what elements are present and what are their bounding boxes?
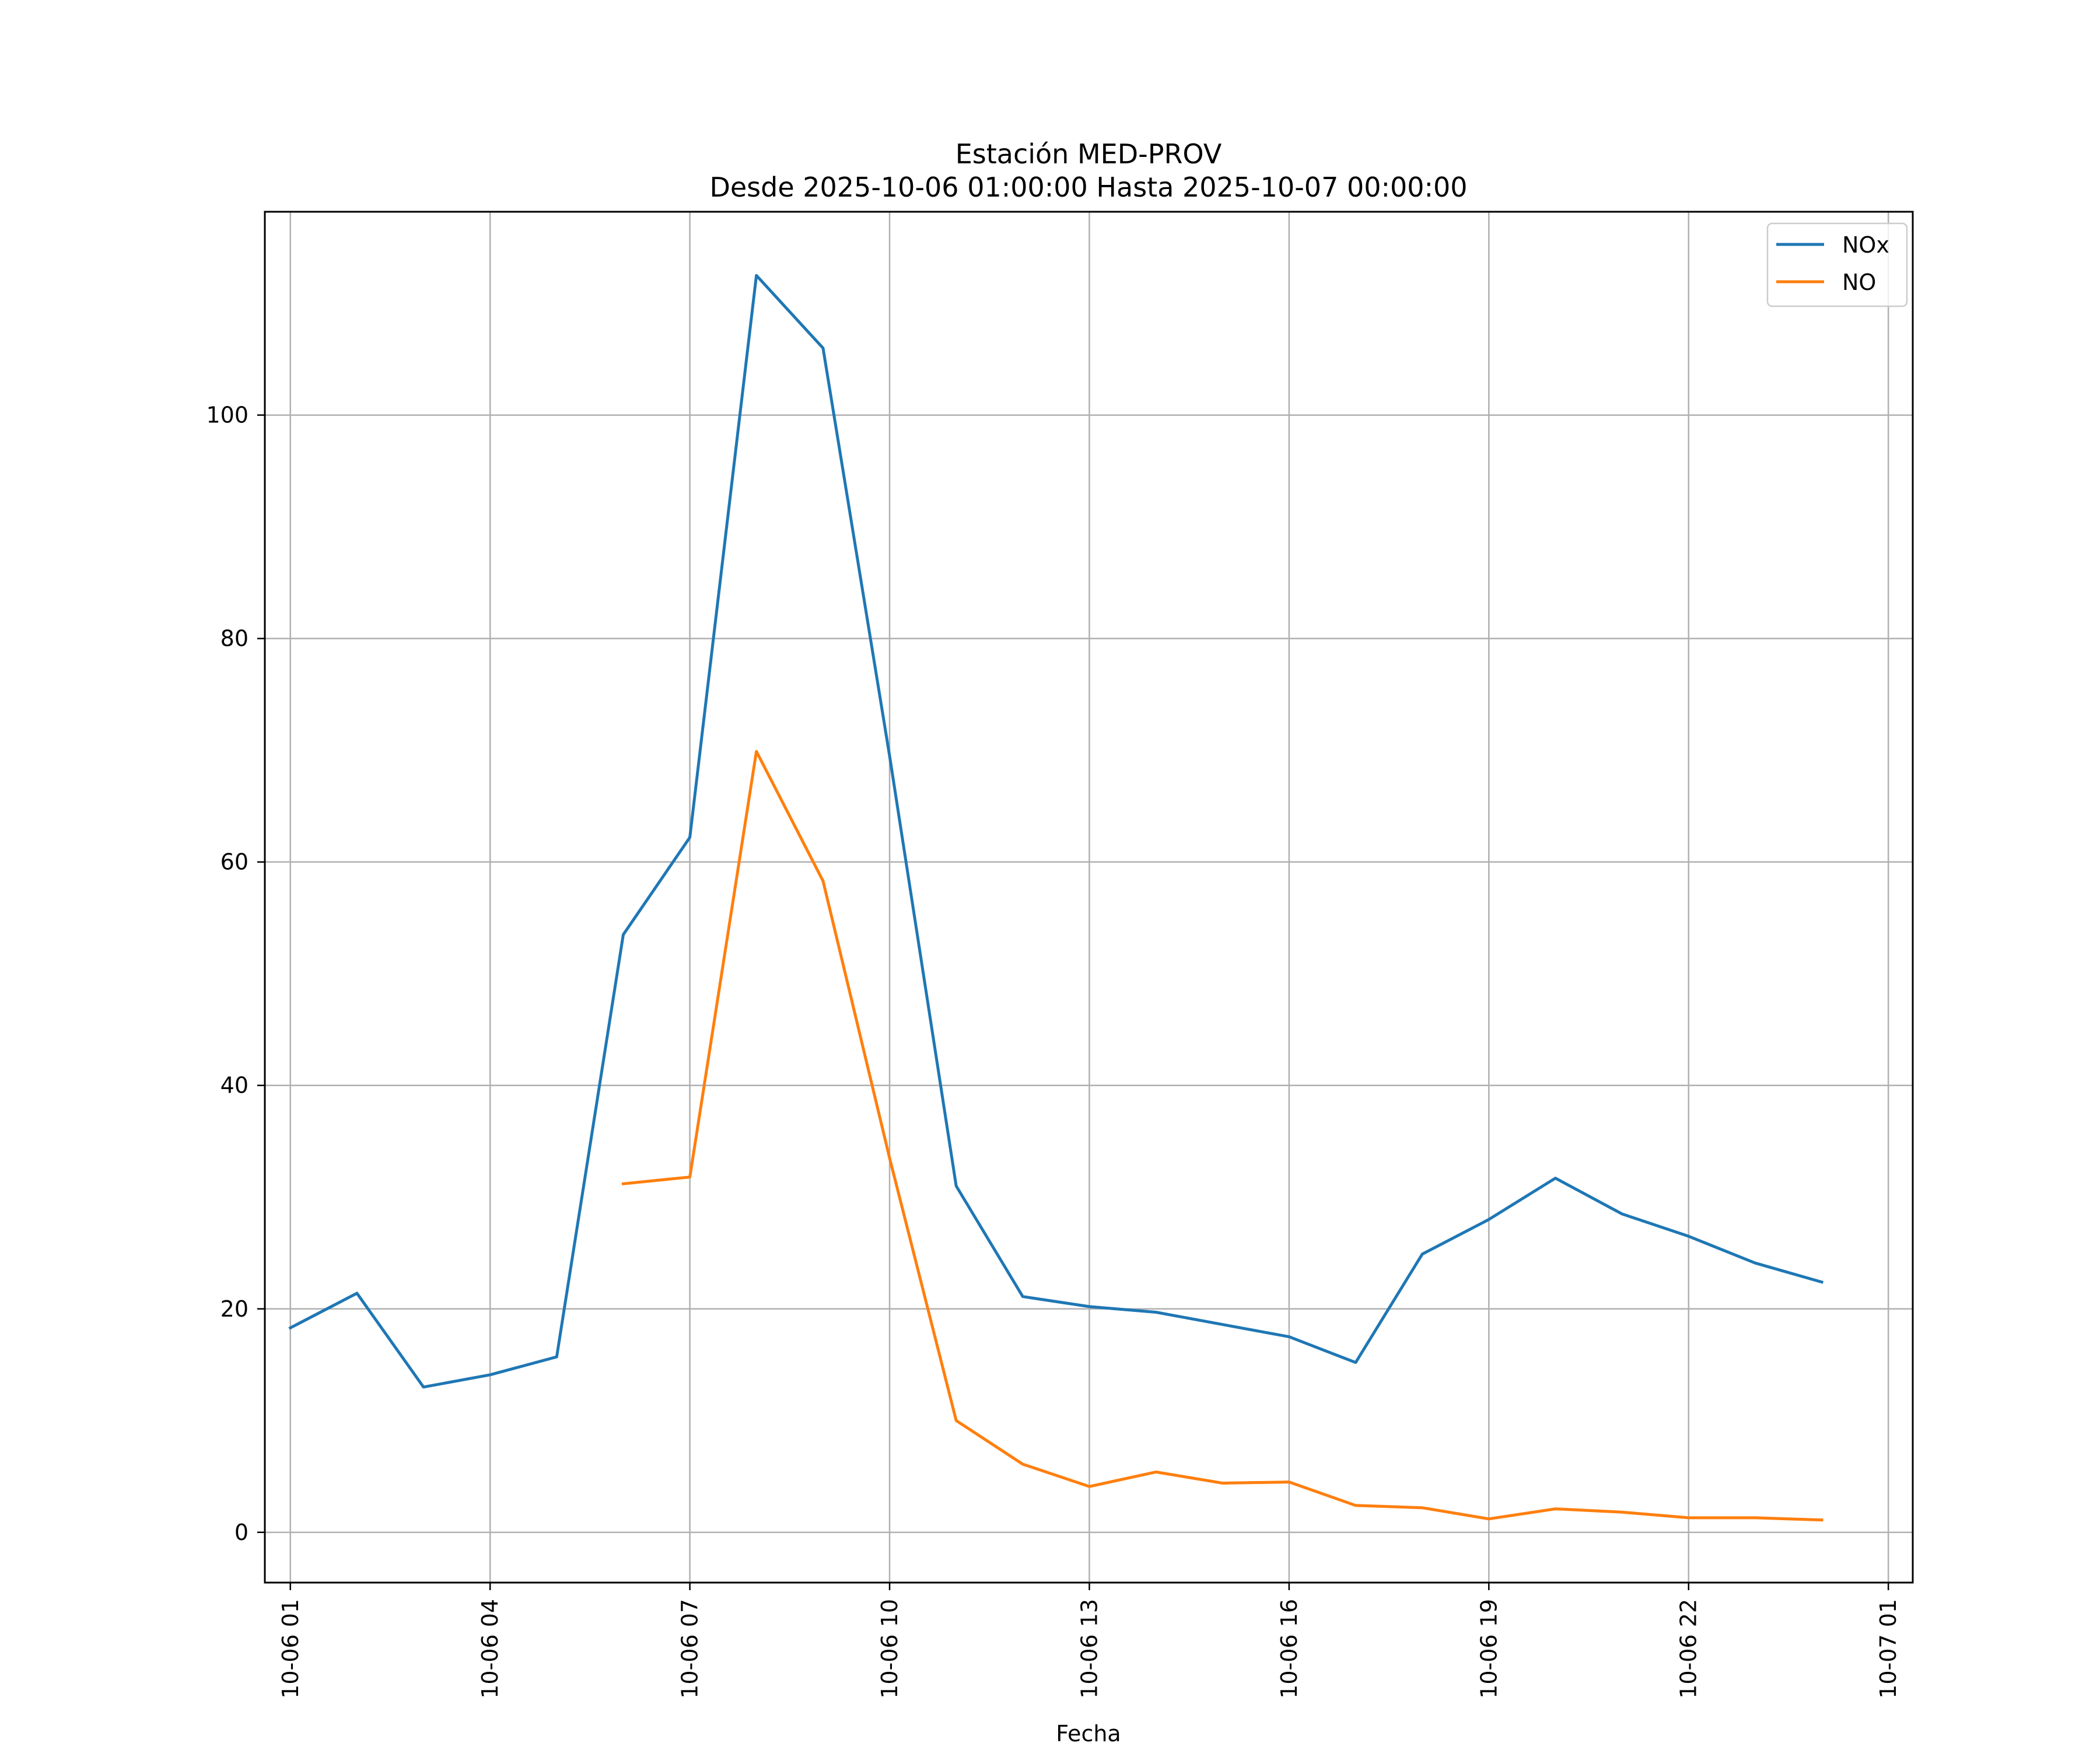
y-tick-label: 80 xyxy=(220,626,249,652)
x-tick-label: 10-06 04 xyxy=(477,1599,503,1699)
data-point-no xyxy=(1688,1517,1689,1518)
series-lines xyxy=(288,274,1824,1522)
data-point-no xyxy=(756,751,757,752)
data-point-nox xyxy=(489,1374,491,1376)
x-tick-label: 10-06 07 xyxy=(677,1599,703,1699)
data-point-nox xyxy=(756,275,757,276)
chart-subtitle: Desde 2025-10-06 01:00:00 Hasta 2025-10-… xyxy=(709,172,1467,203)
y-tick-label: 0 xyxy=(235,1520,249,1545)
data-point-nox xyxy=(1688,1236,1689,1237)
data-point-nox xyxy=(1089,1306,1090,1307)
x-axis-label: Fecha xyxy=(1056,1721,1121,1746)
y-tick-label: 20 xyxy=(220,1296,249,1322)
x-tick-label: 10-06 22 xyxy=(1676,1599,1702,1699)
x-tick-label: 10-06 13 xyxy=(1076,1599,1102,1699)
legend: NOx NO xyxy=(1766,222,1908,307)
data-point-no xyxy=(1555,1508,1556,1510)
legend-label-no: NO xyxy=(1842,270,1876,295)
y-tick-label: 60 xyxy=(220,849,249,875)
x-axis: 10-06 01 10-06 04 10-06 07 10-06 10 10-06 13… xyxy=(278,1583,1901,1699)
x-tick-label: 10-06 01 xyxy=(278,1599,303,1699)
y-axis: 0 20 40 60 80 100 xyxy=(206,402,265,1545)
x-tick-label: 10-06 16 xyxy=(1276,1599,1302,1699)
legend-label-nox: NOx xyxy=(1842,232,1889,258)
series-line-nox xyxy=(288,274,1824,1389)
data-point-no xyxy=(1089,1486,1090,1487)
data-point-no xyxy=(1422,1507,1423,1508)
y-tick-label: 100 xyxy=(206,402,249,428)
x-tick-label: 10-07 01 xyxy=(1875,1599,1901,1699)
x-tick-label: 10-06 19 xyxy=(1476,1599,1502,1699)
x-tick-label: 10-06 10 xyxy=(877,1599,902,1699)
grid xyxy=(265,212,1913,1583)
y-tick-label: 40 xyxy=(220,1073,249,1098)
data-point-nox xyxy=(356,1293,358,1294)
data-point-no xyxy=(956,1420,957,1421)
data-point-nox xyxy=(1222,1324,1223,1325)
chart-title: Estación MED-PROV xyxy=(956,138,1222,170)
